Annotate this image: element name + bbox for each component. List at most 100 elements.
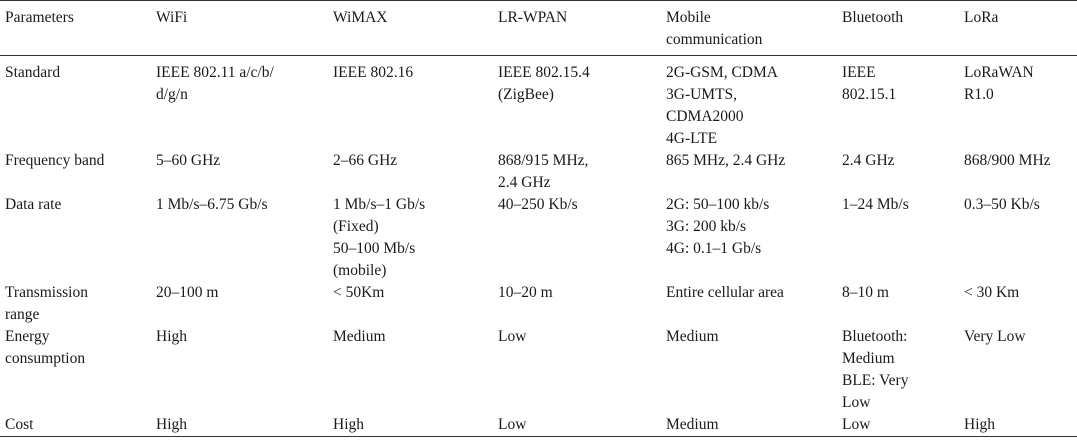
cell-text-line: 868/900 MHz — [964, 152, 1051, 169]
mobile-communication-cell: 865 MHz, 2.4 GHz — [661, 150, 837, 194]
header-lora: LoRa — [959, 1, 1077, 56]
cell-text-line: 1–24 Mb/s — [842, 196, 909, 213]
cell-text-line: High — [333, 416, 364, 433]
cell-text-line: BLE: Very — [842, 372, 909, 389]
header-text-line: Bluetooth — [842, 9, 904, 26]
lr-wpan-cell: Low — [493, 414, 661, 437]
cell-text-line: 20–100 m — [156, 284, 219, 301]
cell-text-line: IEEE — [842, 64, 876, 81]
cell-text-line: 0.3–50 Kb/s — [964, 196, 1040, 213]
header-text-line: Parameters — [5, 9, 74, 26]
cell-text-line: 865 MHz, 2.4 GHz — [666, 152, 786, 169]
table-row-transmission-range: Transmission range 20–100 m < 50Km 10–20 m En… — [0, 282, 1077, 326]
wimax-cell: Medium — [328, 326, 493, 414]
header-mobile-communication: Mobile communication — [661, 1, 837, 56]
cell-text-line: Medium — [666, 416, 719, 433]
cell-text-line: Low — [842, 394, 871, 411]
cell-text-line: 3G-UMTS, — [666, 86, 738, 103]
cell-text-line: Standard — [5, 64, 61, 81]
cell-text-line: IEEE 802.15.4 — [498, 64, 590, 81]
cell-text-line: 8–10 m — [842, 284, 889, 301]
cell-text-line: (ZigBee) — [498, 86, 554, 103]
mobile-communication-cell: Medium — [661, 326, 837, 414]
bluetooth-cell: 8–10 m — [837, 282, 959, 326]
table-header: Parameters WiFi WiMAX LR-WPAN Mobile communic… — [0, 0, 1077, 56]
wifi-cell: High — [151, 326, 328, 414]
cell-text-line: 50–100 Mb/s — [333, 240, 416, 257]
wimax-cell: < 50Km — [328, 282, 493, 326]
cell-text-line: 3G: 200 kb/s — [666, 218, 747, 235]
bluetooth-cell: Low — [837, 414, 959, 437]
header-row: Parameters WiFi WiMAX LR-WPAN Mobile communic… — [0, 0, 1077, 56]
bluetooth-cell: Bluetooth: Medium BLE: Very Low — [837, 326, 959, 414]
cell-text-line: Frequency band — [5, 152, 105, 169]
header-text-line: LR-WPAN — [498, 9, 568, 26]
cell-text-line: d/g/n — [156, 86, 188, 103]
parameter-label: Energy consumption — [0, 326, 151, 414]
cell-text-line: (Fixed) — [333, 218, 379, 235]
lr-wpan-cell: 868/915 MHz, 2.4 GHz — [493, 150, 661, 194]
wimax-cell: 2–66 GHz — [328, 150, 493, 194]
lora-cell: Very Low — [959, 326, 1077, 414]
lora-cell: High — [959, 414, 1077, 437]
table-row-data-rate: Data rate 1 Mb/s–6.75 Gb/s 1 Mb/s–1 Gb/s (F… — [0, 194, 1077, 282]
cell-text-line: IEEE 802.11 a/c/b/ — [156, 64, 274, 81]
parameter-label: Standard — [0, 56, 151, 151]
cell-text-line: High — [156, 416, 187, 433]
cell-text-line: (mobile) — [333, 262, 387, 279]
lr-wpan-cell: 10–20 m — [493, 282, 661, 326]
lr-wpan-cell: Low — [493, 326, 661, 414]
cell-text-line: R1.0 — [964, 86, 994, 103]
mobile-communication-cell: Entire cellular area — [661, 282, 837, 326]
cell-text-line: 868/915 MHz, — [498, 152, 589, 169]
cell-text-line: 40–250 Kb/s — [498, 196, 578, 213]
wimax-cell: High — [328, 414, 493, 437]
cell-text-line: 2.4 GHz — [498, 174, 551, 191]
mobile-communication-cell: 2G: 50–100 kb/s 3G: 200 kb/s 4G: 0.1–1 Gb/… — [661, 194, 837, 282]
table-row-frequency-band: Frequency band 5–60 GHz 2–66 GHz 868/915 MH… — [0, 150, 1077, 194]
header-parameters: Parameters — [0, 1, 151, 56]
header-text-line: WiFi — [156, 9, 188, 26]
wimax-cell: IEEE 802.16 — [328, 56, 493, 151]
cell-text-line: Medium — [842, 350, 895, 367]
cell-text-line: 2–66 GHz — [333, 152, 398, 169]
cell-text-line: 2G-GSM, CDMA — [666, 64, 778, 81]
cell-text-line: Low — [498, 328, 527, 345]
cell-text-line: Transmission — [5, 284, 88, 301]
parameter-label: Cost — [0, 414, 151, 437]
cell-text-line: CDMA2000 — [666, 108, 744, 125]
header-lr-wpan: LR-WPAN — [493, 1, 661, 56]
cell-text-line: < 30 Km — [964, 284, 1020, 301]
cell-text-line: Very Low — [964, 328, 1026, 345]
cell-text-line: 1 Mb/s–1 Gb/s — [333, 196, 426, 213]
header-wifi: WiFi — [151, 1, 328, 56]
comparison-table-container: Parameters WiFi WiMAX LR-WPAN Mobile communic… — [0, 0, 1077, 437]
lora-cell: LoRaWAN R1.0 — [959, 56, 1077, 151]
lr-wpan-cell: IEEE 802.15.4 (ZigBee) — [493, 56, 661, 151]
cell-text-line: 10–20 m — [498, 284, 553, 301]
lr-wpan-cell: 40–250 Kb/s — [493, 194, 661, 282]
table-body: Standard IEEE 802.11 a/c/b/d/g/n IEEE 802.… — [0, 56, 1077, 437]
cell-text-line: Low — [498, 416, 527, 433]
bluetooth-cell: IEEE 802.15.1 — [837, 56, 959, 151]
cell-text-line: Entire cellular area — [666, 284, 784, 301]
wifi-cell: 5–60 GHz — [151, 150, 328, 194]
table-row-cost: Cost High High Low Medium Low High — [0, 414, 1077, 437]
cell-text-line: Bluetooth: — [842, 328, 908, 345]
cell-text-line: 4G-LTE — [666, 130, 718, 147]
cell-text-line: 1 Mb/s–6.75 Gb/s — [156, 196, 268, 213]
cell-text-line: Medium — [333, 328, 386, 345]
cell-text-line: Data rate — [5, 196, 62, 213]
cell-text-line: 2.4 GHz — [842, 152, 895, 169]
cell-text-line: Medium — [666, 328, 719, 345]
cell-text-line: Cost — [5, 416, 34, 433]
cell-text-line: Low — [842, 416, 871, 433]
cell-text-line: 2G: 50–100 kb/s — [666, 196, 770, 213]
bluetooth-cell: 2.4 GHz — [837, 150, 959, 194]
cell-text-line: range — [5, 306, 40, 323]
wimax-cell: 1 Mb/s–1 Gb/s (Fixed) 50–100 Mb/s (mobile) — [328, 194, 493, 282]
cell-text-line: < 50Km — [333, 284, 385, 301]
parameter-label: Frequency band — [0, 150, 151, 194]
header-bluetooth: Bluetooth — [837, 1, 959, 56]
cell-text-line: High — [964, 416, 995, 433]
